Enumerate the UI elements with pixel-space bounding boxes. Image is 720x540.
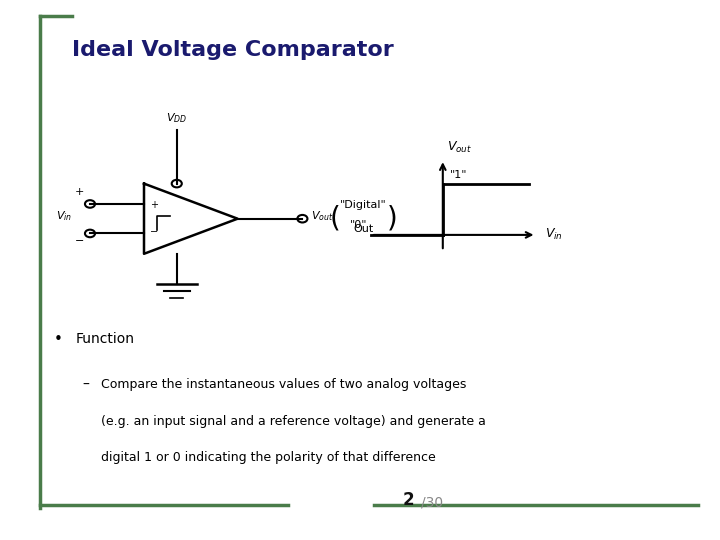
Text: Compare the instantaneous values of two analog voltages: Compare the instantaneous values of two … <box>101 378 466 391</box>
Text: $V_{out}$: $V_{out}$ <box>447 140 472 155</box>
Text: (e.g. an input signal and a reference voltage) and generate a: (e.g. an input signal and a reference vo… <box>101 415 486 428</box>
Text: –: – <box>83 378 90 392</box>
Text: Function: Function <box>76 332 135 346</box>
Text: "0": "0" <box>350 219 367 230</box>
Text: 2: 2 <box>402 491 414 509</box>
Text: •: • <box>54 332 63 347</box>
Text: ): ) <box>387 205 397 233</box>
Text: Out: Out <box>354 225 374 234</box>
Text: +: + <box>150 200 158 211</box>
Text: (: ( <box>330 205 340 233</box>
Text: Ideal Voltage Comparator: Ideal Voltage Comparator <box>72 40 394 60</box>
Text: $V_{DD}$: $V_{DD}$ <box>166 111 187 125</box>
Text: digital 1 or 0 indicating the polarity of that difference: digital 1 or 0 indicating the polarity o… <box>101 451 436 464</box>
Text: $V_{in}$: $V_{in}$ <box>545 227 563 242</box>
Text: −: − <box>150 227 158 237</box>
Text: −: − <box>75 236 84 246</box>
Text: /30: /30 <box>421 495 444 509</box>
Text: "Digital": "Digital" <box>341 200 387 210</box>
Text: $V_{out}$: $V_{out}$ <box>311 209 333 223</box>
Text: $V_{in}$: $V_{in}$ <box>56 209 72 223</box>
Text: +: + <box>75 187 84 198</box>
Text: "1": "1" <box>450 170 467 180</box>
